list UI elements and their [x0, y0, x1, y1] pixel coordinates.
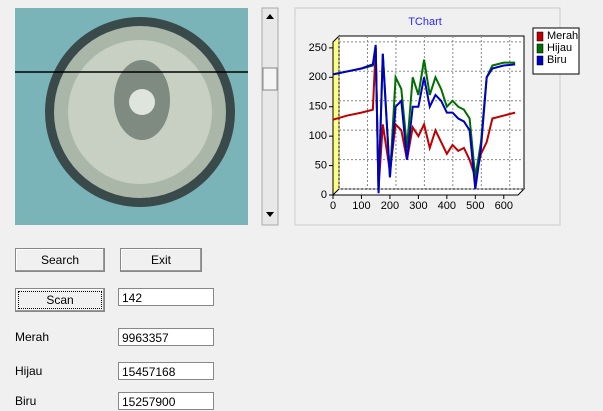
field-textbox[interactable]: 9963357: [118, 328, 214, 346]
exit-button[interactable]: Exit: [120, 248, 202, 272]
y-tick-label: 0: [321, 189, 327, 201]
legend-label: Merah: [547, 30, 578, 42]
legend-box: [532, 27, 580, 75]
plot-floor: [331, 188, 526, 196]
x-tick-label: 500: [466, 200, 484, 212]
legend-swatch: [536, 55, 544, 66]
field-label: Merah: [15, 330, 50, 344]
y-tick-label: 100: [309, 130, 327, 142]
plot: 0 50 100 150 200 250 0 100 200 300 400 500 600 MerahH…: [309, 27, 580, 212]
can-rivet: [129, 89, 155, 115]
y-tick-label: 150: [309, 101, 327, 113]
series-line: [332, 44, 516, 194]
field-textbox[interactable]: 15457168: [118, 362, 214, 380]
y-tick-label: 250: [309, 42, 327, 54]
x-tick-label: 200: [381, 200, 399, 212]
scan-textbox[interactable]: 142: [118, 288, 214, 306]
plot-wall: [332, 34, 340, 197]
y-tick-label: 200: [309, 71, 327, 83]
search-button[interactable]: Search: [15, 248, 105, 272]
field-label: Biru: [15, 394, 37, 408]
chart-title: TChart: [408, 16, 442, 28]
x-tick-label: 0: [330, 200, 336, 212]
legend-label: Biru: [547, 54, 567, 66]
y-tick-label: 50: [315, 159, 327, 171]
x-tick-label: 600: [495, 200, 513, 212]
scrollbar[interactable]: [261, 7, 279, 226]
scan-button[interactable]: Scan: [15, 288, 105, 312]
field-textbox[interactable]: 15257900: [118, 392, 214, 410]
legend-swatch: [536, 31, 544, 42]
field-label: Hijau: [15, 364, 43, 378]
scroll-thumb[interactable]: [262, 67, 278, 91]
legend-label: Hijau: [547, 42, 572, 54]
legend-swatch: [536, 43, 544, 54]
x-tick-label: 100: [352, 200, 370, 212]
x-tick-label: 300: [409, 200, 427, 212]
plot-back: [338, 35, 525, 190]
x-tick-label: 400: [438, 200, 456, 212]
